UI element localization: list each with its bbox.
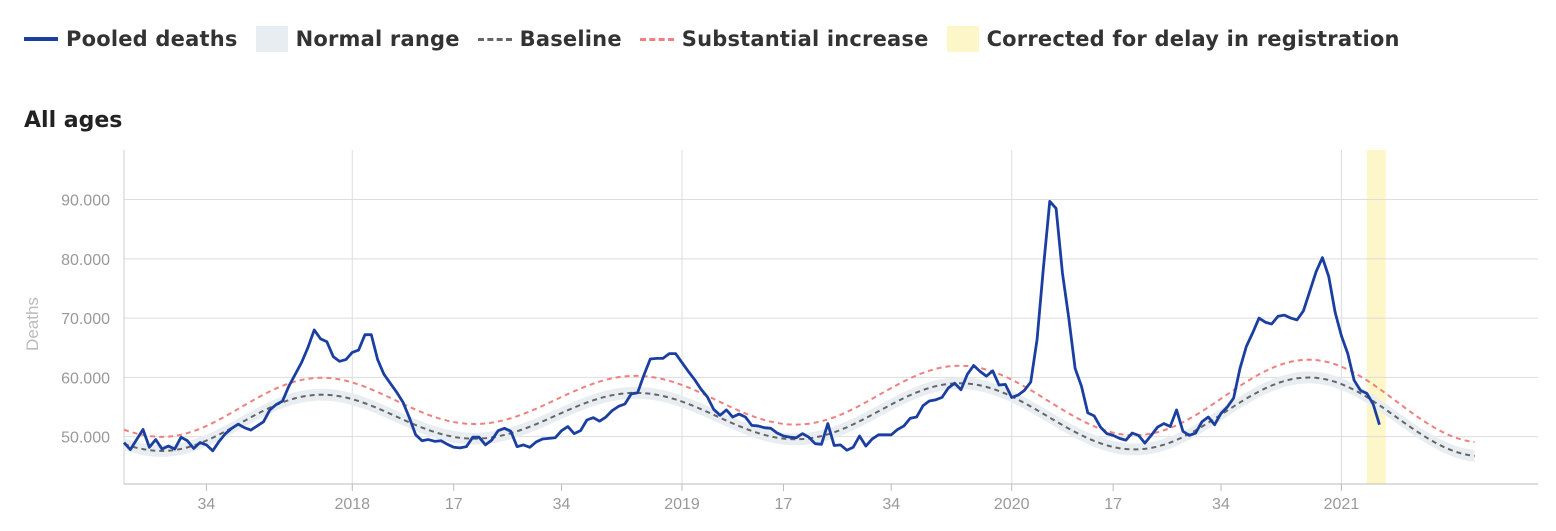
substantial-increase-swatch — [639, 37, 674, 41]
x-tick-label: 17 — [445, 496, 463, 513]
legend: Pooled deaths Normal range Baseline Subs… — [24, 24, 1418, 54]
y-tick-label: 50.000 — [61, 430, 110, 447]
x-tick-label: 17 — [775, 496, 793, 513]
x-tick-label: 34 — [882, 496, 900, 513]
x-tick-label: 17 — [1104, 496, 1122, 513]
baseline-line — [123, 376, 1475, 457]
panel-title: All ages — [24, 108, 123, 133]
legend-item-pooled-deaths[interactable]: Pooled deaths — [24, 27, 238, 51]
x-tick-label: 2021 — [1324, 496, 1360, 513]
deaths-line-chart: 50.000 60.000 70.000 80.000 90.000 34 2018 17 34… — [23, 150, 1538, 513]
legend-item-baseline[interactable]: Baseline — [477, 27, 622, 51]
x-tick-label: 2020 — [994, 496, 1030, 513]
legend-label-substantial-increase: Substantial increase — [681, 27, 929, 51]
y-tick-label: 70.000 — [61, 311, 110, 328]
y-tick-label: 90.000 — [61, 193, 110, 210]
y-tick-label: 60.000 — [61, 370, 110, 387]
corrected-delay-region — [1366, 150, 1386, 484]
normal-range-swatch — [255, 26, 288, 52]
x-tick-label: 2018 — [334, 496, 370, 513]
legend-label-baseline: Baseline — [519, 27, 622, 51]
baseline-swatch — [477, 37, 512, 41]
legend-item-substantial-increase[interactable]: Substantial increase — [639, 27, 929, 51]
y-tick-label: 80.000 — [61, 252, 110, 269]
x-tick-label: 34 — [553, 496, 571, 513]
x-tick-label: 34 — [1212, 496, 1230, 513]
legend-label-normal-range: Normal range — [295, 27, 460, 51]
substantial-increase-line — [123, 358, 1475, 444]
legend-label-corrected: Corrected for delay in registration — [986, 27, 1400, 51]
normal-range-band — [124, 371, 1475, 462]
legend-item-corrected[interactable]: Corrected for delay in registration — [946, 26, 1400, 52]
pooled-deaths-line — [122, 199, 1381, 453]
corrected-swatch — [946, 26, 979, 52]
x-tick-label: 34 — [198, 496, 216, 513]
legend-item-normal-range[interactable]: Normal range — [255, 26, 460, 52]
legend-label-pooled-deaths: Pooled deaths — [66, 27, 238, 51]
y-axis-label: Deaths — [23, 297, 42, 351]
x-tick-label: 2019 — [664, 496, 700, 513]
pooled-deaths-swatch — [24, 37, 58, 41]
